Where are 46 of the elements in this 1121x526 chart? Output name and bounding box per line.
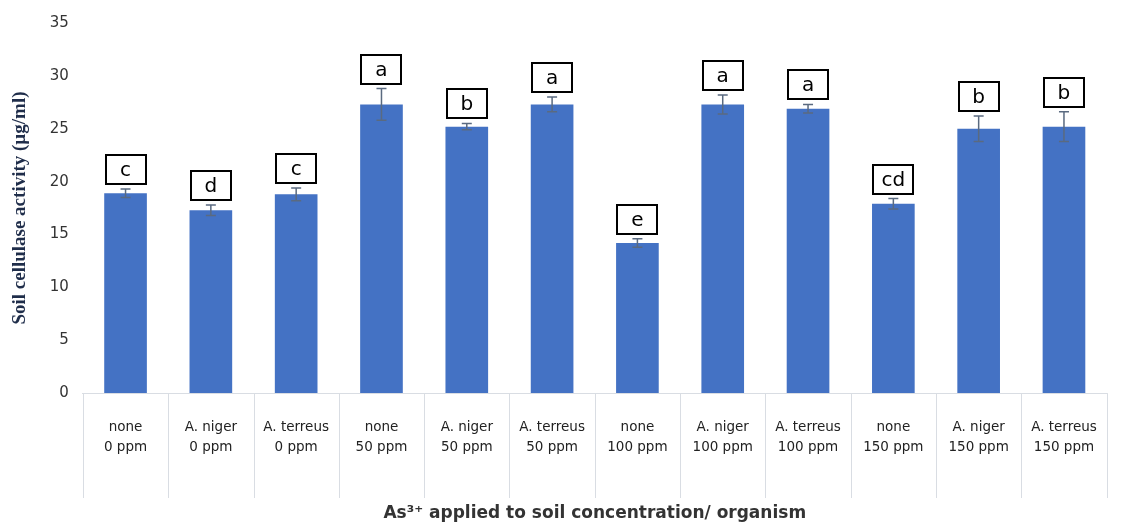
annotation: c: [120, 157, 132, 182]
bar: [104, 193, 147, 394]
bar: [274, 194, 318, 394]
bar: [786, 108, 830, 394]
annotation: a: [801, 72, 815, 97]
y-tick-label: 30: [49, 65, 69, 84]
annotation: a: [375, 56, 388, 81]
x-tick-label: A. niger 50 ppm: [440, 417, 494, 454]
y-tick-label: 35: [49, 12, 69, 31]
x-tick-label: none 150 ppm: [863, 417, 924, 454]
x-tick-label: A. niger 150 ppm: [948, 417, 1009, 454]
annotation: a: [545, 65, 559, 90]
annotation: b: [1057, 79, 1071, 104]
y-tick-label: 20: [49, 171, 69, 190]
bar: [189, 210, 233, 394]
annotation: e: [631, 206, 644, 231]
bar: [530, 104, 574, 394]
y-tick-label: 0: [59, 382, 69, 401]
annotation: cd: [881, 166, 906, 191]
y-tick-label: 5: [59, 330, 69, 349]
bar: [616, 242, 659, 394]
bar: [445, 126, 489, 394]
annotation: b: [460, 91, 474, 116]
y-tick-label: 25: [49, 118, 69, 137]
x-axis-title: As³⁺ applied to soil concentration/ organism: [383, 502, 807, 523]
annotation: d: [204, 172, 218, 197]
bar: [701, 104, 745, 394]
x-tick-label: A. terreus 0 ppm: [263, 417, 329, 454]
bar: [957, 128, 1000, 394]
x-tick-label: none 100 ppm: [607, 417, 668, 454]
annotation: c: [290, 155, 302, 180]
x-tick-label: none 0 ppm: [103, 417, 148, 454]
y-tick-label: 10: [49, 277, 69, 296]
annotation: b: [972, 84, 985, 109]
bar: [360, 104, 403, 394]
x-tick-label: A. terreus 150 ppm: [1031, 417, 1097, 454]
y-axis-title: Soil cellulase activity (µg/ml): [8, 91, 31, 325]
y-tick-label: 15: [49, 224, 69, 243]
bar: [872, 203, 915, 394]
x-tick-label: A. terreus 50 ppm: [519, 417, 585, 454]
x-tick-label: none 50 ppm: [355, 417, 408, 454]
x-tick-label: A. niger 100 ppm: [692, 417, 753, 454]
x-tick-label: A. terreus 100 ppm: [775, 417, 841, 454]
annotation: a: [716, 62, 729, 87]
bar: [1042, 126, 1086, 394]
x-tick-label: A. niger 0 ppm: [184, 417, 238, 454]
